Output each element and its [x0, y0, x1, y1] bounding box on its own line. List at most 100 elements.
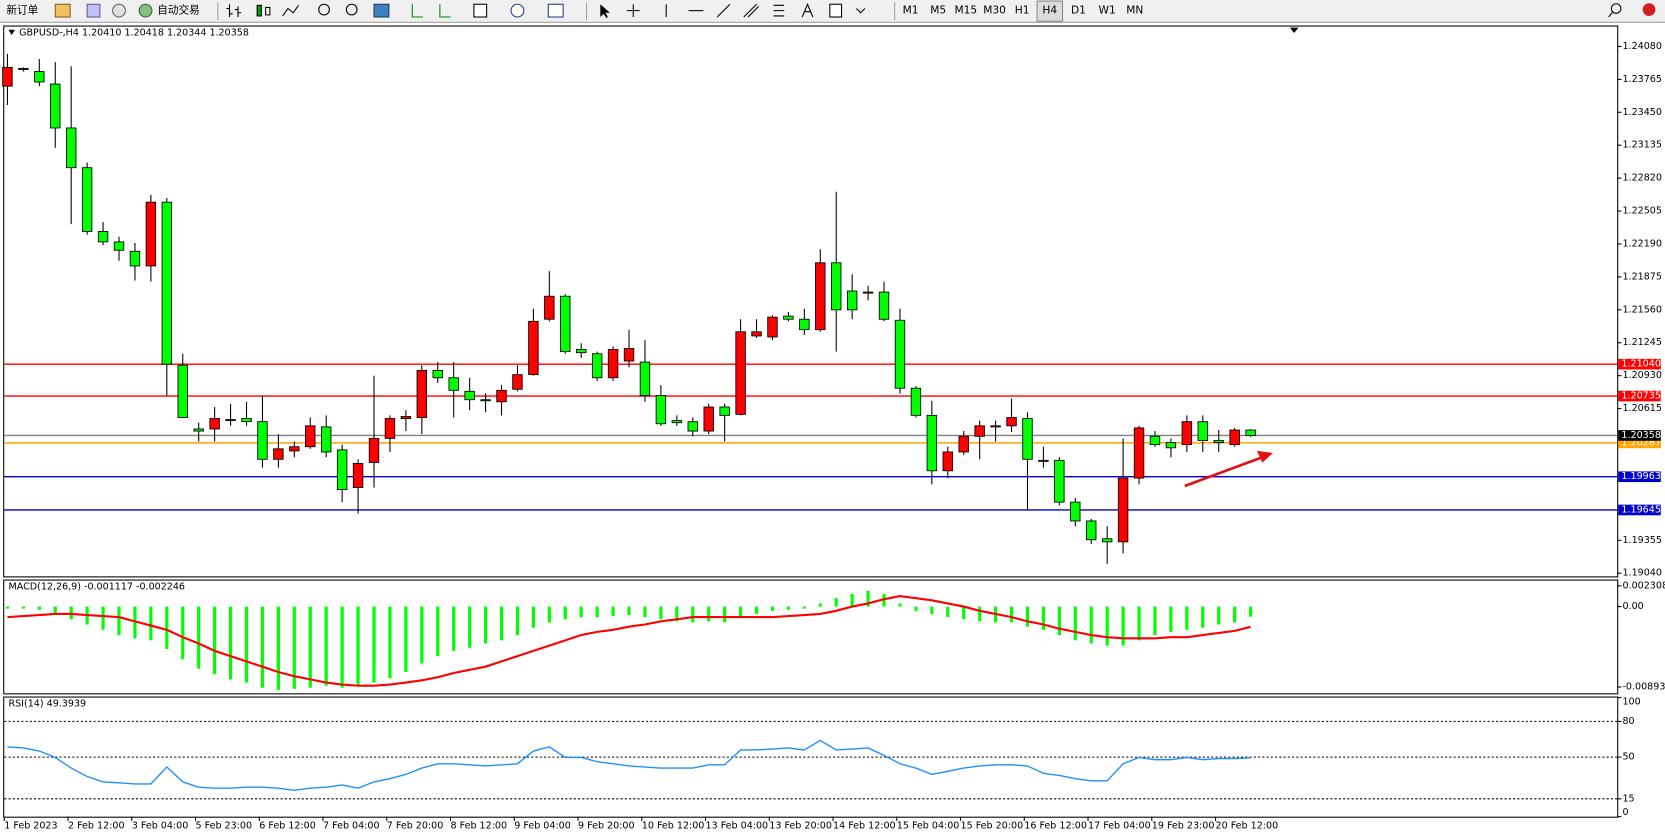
timeframe-button[interactable]: M30 — [983, 4, 1006, 17]
candle-body — [225, 419, 236, 422]
level-line-label-bg — [1618, 358, 1661, 370]
zoom-in-icon[interactable] — [318, 3, 330, 16]
y-tick-label: 1.23450 — [1622, 107, 1661, 118]
plot: 1.24080 1.23765 1.23450 1.23135 1.22820 1.225… — [2, 41, 1665, 832]
x-tick-label: 15 Feb 20:00 — [961, 821, 1024, 832]
search-icon[interactable] — [1610, 3, 1622, 14]
candle-body — [926, 414, 938, 472]
level-line-label-bg — [1618, 471, 1661, 483]
timeframe-button[interactable]: H1 — [1015, 4, 1030, 17]
timeframe-button[interactable]: W1 — [1099, 4, 1116, 17]
candle-body — [1101, 538, 1113, 543]
candle-body — [767, 316, 778, 338]
candle-body — [735, 331, 746, 415]
candle-body — [974, 425, 985, 437]
candle-body — [1149, 435, 1161, 446]
macd-title: MACD(12,26,9) -0.001117 -0.002246 — [9, 581, 186, 592]
y-tick-label: 80 — [1622, 716, 1634, 727]
candle-body — [273, 448, 284, 460]
candle-body — [320, 426, 332, 453]
toolbar: 新订单 自动交易 M1 M5 M15 M30 H1 — [0, 0, 1665, 23]
main-panel — [3, 25, 1619, 578]
candle-body — [65, 127, 77, 169]
auto-trading-button[interactable]: 自动交易 — [157, 4, 199, 17]
x-tick-label: 10 Feb 12:00 — [642, 821, 705, 832]
y-tick-label: 0 — [1622, 807, 1628, 818]
timeframe-button[interactable]: D1 — [1071, 4, 1086, 17]
templates-icon[interactable] — [547, 3, 564, 18]
periods-icon[interactable] — [510, 3, 525, 18]
candle-body — [862, 291, 874, 294]
cursor-icon[interactable] — [600, 4, 610, 19]
level-line-label: 1.20287 — [1621, 437, 1660, 448]
y-tick-label: 1.23765 — [1622, 74, 1661, 85]
text-icon[interactable] — [801, 2, 814, 18]
autoscroll-icon[interactable] — [411, 4, 423, 18]
x-tick-label: 9 Feb 04:00 — [514, 821, 571, 832]
bar-chart-icon[interactable] — [226, 4, 242, 18]
candle-chart-icon[interactable] — [256, 4, 262, 17]
candle-body — [1133, 427, 1145, 479]
x-tick-label: 7 Feb 20:00 — [387, 821, 444, 832]
y-tick-label: 1.20615 — [1622, 403, 1661, 414]
tile-icon[interactable] — [373, 3, 390, 18]
x-tick-label: 15 Feb 04:00 — [897, 821, 960, 832]
candle-body — [846, 290, 858, 311]
timeframe-button[interactable]: M15 — [955, 4, 978, 17]
candle-body — [894, 319, 906, 389]
y-tick-label: -0.008939 — [1622, 682, 1665, 693]
rsi-title: RSI(14) 49.3939 — [9, 698, 87, 709]
candle-body — [352, 463, 364, 488]
y-tick-label: 1.21560 — [1622, 304, 1661, 315]
candle-body — [799, 318, 810, 331]
timeframe-button[interactable]: M1 — [903, 4, 919, 17]
level-line-label: 1.19963 — [1621, 471, 1660, 482]
candle-body — [990, 425, 1001, 428]
shift-icon[interactable] — [439, 4, 451, 18]
candle-body — [193, 428, 204, 432]
x-tick-label: 16 Feb 12:00 — [1024, 821, 1087, 832]
x-tick-label: 8 Feb 12:00 — [451, 821, 508, 832]
zoom-out-icon[interactable] — [345, 3, 358, 16]
fibo-icon[interactable] — [773, 4, 785, 17]
auto-trading-icon[interactable] — [138, 3, 153, 18]
candle-body — [687, 421, 698, 432]
candle-body — [639, 361, 651, 396]
label-icon[interactable] — [829, 3, 843, 18]
new-order-button[interactable]: 新订单 — [6, 4, 38, 17]
toolbar-icon[interactable] — [54, 3, 71, 18]
y-tick-label: 1.21875 — [1622, 271, 1661, 282]
timeframe-button[interactable]: M5 — [930, 4, 946, 17]
candle-chart-icon[interactable] — [265, 6, 271, 16]
toolbar-icon[interactable] — [112, 3, 126, 18]
y-tick-label: 1.19040 — [1622, 568, 1661, 579]
arrows-icon[interactable] — [856, 8, 866, 14]
candle-body — [368, 437, 380, 463]
candle-body — [416, 370, 428, 418]
search-icon[interactable] — [1608, 11, 1614, 18]
candle-body — [703, 406, 714, 432]
x-tick-label: 20 Feb 12:00 — [1216, 821, 1279, 832]
candle-body — [1229, 429, 1240, 446]
candle-body — [1181, 421, 1193, 446]
timeframe-button[interactable]: MN — [1126, 4, 1143, 17]
candle-body — [1117, 477, 1129, 543]
timeframe-button[interactable]: H4 — [1042, 4, 1057, 17]
candle-body — [113, 241, 125, 251]
candle-body — [384, 418, 396, 439]
x-tick-label: 3 Feb 04:00 — [132, 821, 189, 832]
bid-line-label-bg — [1618, 430, 1661, 441]
candle-body — [464, 390, 475, 401]
trendline-icon[interactable] — [716, 3, 731, 18]
crosshair-icon[interactable] — [626, 4, 640, 18]
line-chart-icon[interactable] — [282, 5, 300, 17]
notification-badge[interactable] — [1642, 3, 1656, 16]
channel-icon[interactable] — [743, 3, 760, 18]
candle-body — [815, 262, 826, 331]
toolbar-icon[interactable] — [86, 3, 101, 18]
candle-body — [1197, 421, 1209, 441]
candle-body — [878, 291, 890, 320]
macd-signal — [7, 594, 1251, 687]
indicators-icon[interactable] — [473, 3, 488, 18]
